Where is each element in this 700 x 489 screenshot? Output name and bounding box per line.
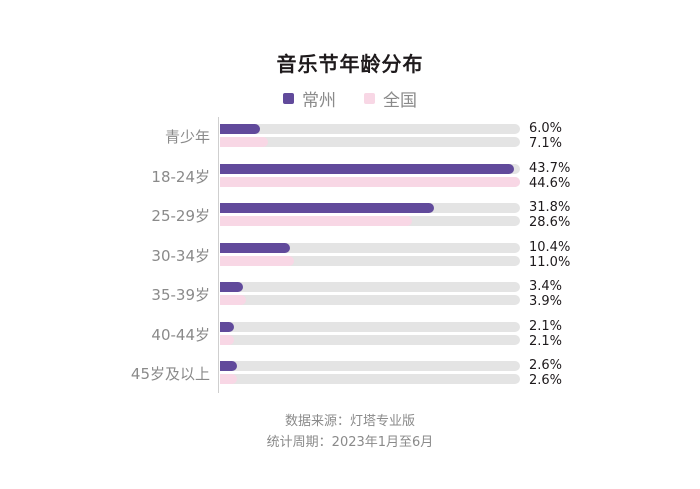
category-label: 35-39岁 [151, 286, 210, 304]
bar-changzhou [220, 124, 261, 134]
bar-national [220, 334, 235, 345]
value-label: 7.1% [529, 136, 563, 151]
value-label: 2.6% [529, 358, 563, 373]
bar-group: 青少年 6.0% 7.1% [0, 121, 700, 151]
y-axis-line [218, 117, 219, 393]
bar-national [220, 374, 238, 384]
value-label: 44.6% [529, 175, 571, 191]
bar-track [220, 137, 520, 147]
legend-swatch-national [364, 93, 375, 104]
bar-track [220, 374, 520, 384]
bar-group: 45岁及以上 2.6% 2.6% [0, 358, 700, 388]
value-label: 43.7% [529, 160, 571, 176]
legend-swatch-changzhou [283, 93, 294, 104]
value-label: 3.9% [529, 294, 563, 309]
bar-national [220, 137, 268, 147]
bar-track [220, 176, 520, 187]
value-label: 2.1% [529, 333, 563, 349]
category-label: 25-29岁 [151, 207, 210, 225]
bar-track [220, 124, 520, 134]
bar-track [220, 216, 520, 226]
category-label: 青少年 [164, 128, 210, 146]
chart-title: 音乐节年龄分布 [276, 52, 424, 76]
value-label: 2.1% [529, 318, 563, 334]
legend-label-changzhou: 常州 [302, 91, 336, 111]
bar-national [220, 216, 413, 226]
bar-group: 35-39岁 3.4% 3.9% [0, 279, 700, 309]
value-label: 6.0% [529, 121, 563, 136]
bar-changzhou [220, 242, 290, 253]
category-label: 40-44岁 [151, 325, 210, 344]
bar-group: 30-34岁 10.4% 11.0% [0, 239, 700, 270]
period-text: 统计周期：2023年1月至6月 [266, 435, 434, 450]
bar-national [220, 295, 247, 305]
value-label: 2.6% [529, 373, 563, 388]
source-text: 数据来源：灯塔专业版 [284, 414, 415, 429]
bar-group: 18-24岁 43.7% 44.6% [0, 160, 700, 191]
bar-track [220, 255, 520, 266]
bar-track [220, 361, 520, 371]
category-label: 30-34岁 [151, 246, 210, 265]
bar-changzhou [220, 361, 238, 371]
legend: 常州 全国 [0, 86, 700, 111]
bar-changzhou [220, 163, 514, 174]
category-label: 45岁及以上 [130, 365, 210, 383]
bar-track [220, 163, 520, 174]
bar-changzhou [220, 321, 235, 332]
category-label: 18-24岁 [151, 167, 210, 186]
bar-track [220, 203, 520, 213]
bar-track [220, 321, 520, 332]
bar-changzhou [220, 282, 243, 292]
bar-track [220, 282, 520, 292]
bar-track [220, 242, 520, 253]
footer: 数据来源：灯塔专业版 统计周期：2023年1月至6月 [0, 411, 700, 453]
bar-track [220, 295, 520, 305]
legend-item-changzhou: 常州 [283, 86, 336, 111]
bar-track [220, 334, 520, 345]
bar-changzhou [220, 203, 434, 213]
bar-national [220, 176, 520, 187]
bar-group: 40-44岁 2.1% 2.1% [0, 318, 700, 349]
value-label: 28.6% [529, 215, 571, 230]
value-label: 31.8% [529, 200, 571, 215]
bar-national [220, 255, 294, 266]
legend-item-national: 全国 [364, 86, 417, 111]
value-label: 3.4% [529, 279, 563, 294]
value-label: 11.0% [529, 254, 571, 270]
legend-label-national: 全国 [383, 91, 417, 111]
value-label: 10.4% [529, 239, 571, 255]
bar-group: 25-29岁 31.8% 28.6% [0, 200, 700, 230]
